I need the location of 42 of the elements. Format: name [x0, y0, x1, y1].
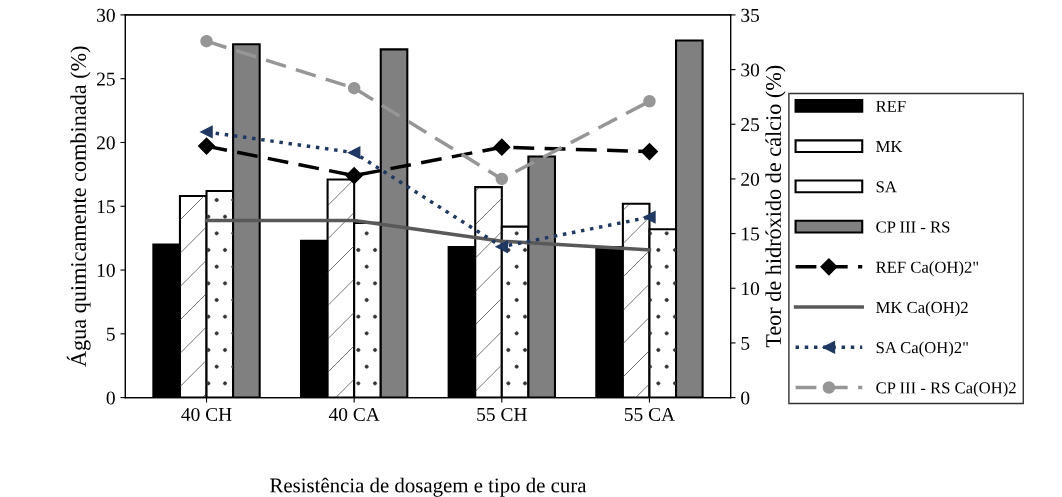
y2-tick-label: 10: [742, 282, 760, 296]
point: [197, 137, 216, 155]
legend-label: SA: [876, 181, 897, 193]
y-tick-label: 5: [107, 327, 115, 341]
point: [347, 81, 361, 95]
x-tick-label: 40 CH: [181, 407, 232, 422]
point: [200, 125, 213, 139]
y-tick-label: 30: [97, 8, 115, 22]
point: [200, 34, 213, 48]
legend-label: MK: [876, 141, 903, 153]
y2-axis-title: Teor de hidróxido de cálcio (%): [765, 65, 786, 348]
legend-label: REF: [876, 100, 906, 112]
point: [345, 167, 363, 185]
y-tick-label: 0: [106, 391, 115, 405]
y2-tick-label: 0: [741, 391, 750, 405]
x-tick-label: 40 CA: [328, 407, 380, 422]
y-tick-label: 10: [97, 263, 115, 277]
legend-label: REF Ca(OH)2": [876, 261, 979, 277]
legend-label: CP III - RS Ca(OH)2: [876, 381, 1016, 397]
y-tick-label: 25: [97, 72, 115, 86]
legend-label: CP III - RS: [876, 221, 950, 233]
point: [495, 172, 509, 186]
y-tick-label: 20: [97, 136, 115, 150]
y2-tick-label: 15: [742, 227, 760, 241]
point: [643, 210, 656, 224]
y2-tick-label: 25: [741, 118, 760, 132]
x-tick-label: 55 CH: [477, 407, 527, 422]
legend-label: SA Ca(OH)2": [876, 341, 968, 357]
x-tick-label: 55 CA: [624, 407, 675, 422]
y-axis-title: Água quimicamente combinada (%): [66, 46, 91, 367]
point: [640, 143, 659, 161]
y-tick-label: 15: [97, 200, 115, 214]
y2-tick-label: 20: [741, 172, 760, 186]
y2-tick-label: 30: [741, 63, 760, 77]
y2-tick-label: 35: [741, 8, 760, 22]
point: [495, 240, 509, 253]
legend-label: MK Ca(OH)2: [876, 301, 968, 317]
y2-tick-label: 5: [741, 336, 750, 350]
point: [643, 95, 656, 108]
point: [493, 138, 511, 156]
point: [347, 146, 361, 159]
x-axis-title: Resistência de dosagem e tipo de cura: [270, 477, 587, 497]
